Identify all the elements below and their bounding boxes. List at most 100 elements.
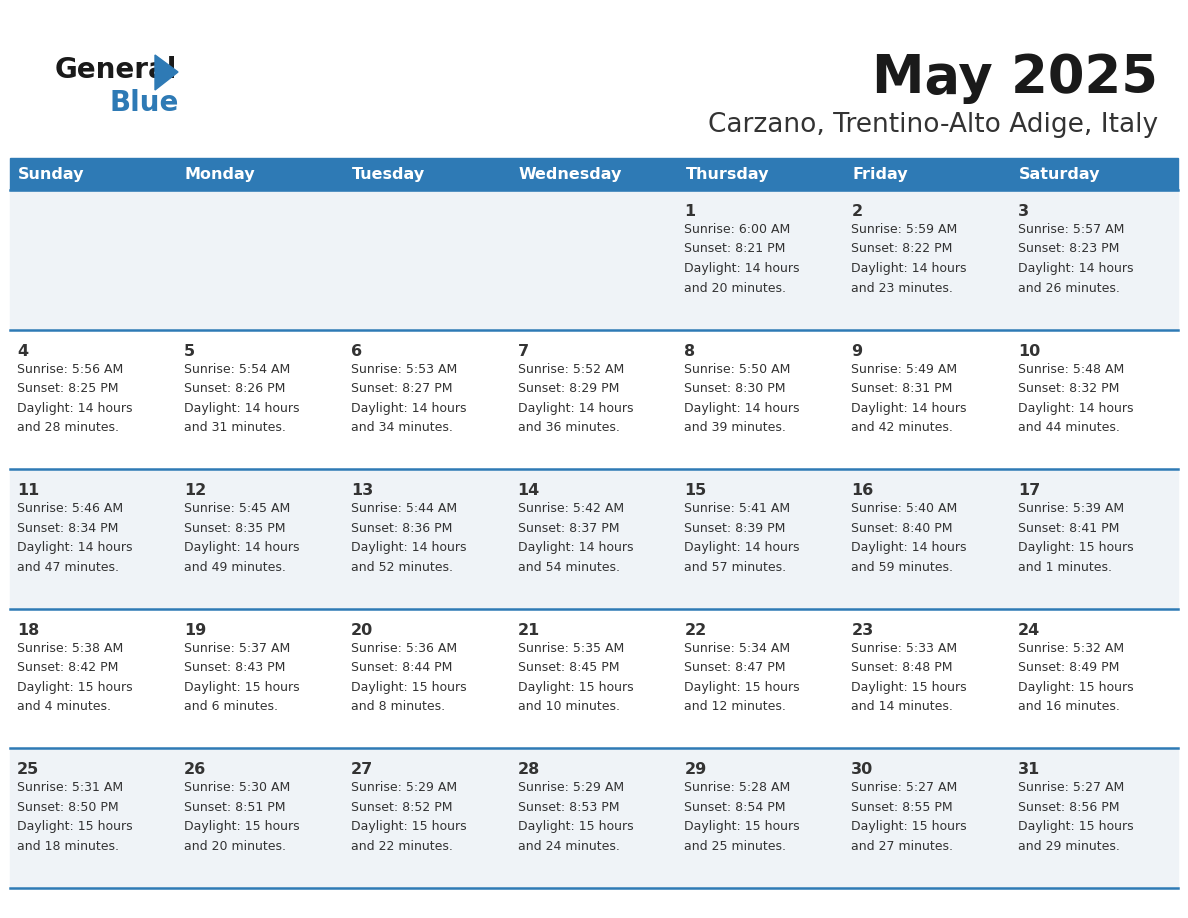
Text: and 8 minutes.: and 8 minutes. xyxy=(350,700,444,713)
Text: 10: 10 xyxy=(1018,343,1041,359)
Text: Daylight: 14 hours: Daylight: 14 hours xyxy=(184,401,299,415)
Text: and 25 minutes.: and 25 minutes. xyxy=(684,840,786,853)
Text: 7: 7 xyxy=(518,343,529,359)
Text: Daylight: 15 hours: Daylight: 15 hours xyxy=(518,821,633,834)
Text: Sunrise: 5:32 AM: Sunrise: 5:32 AM xyxy=(1018,642,1124,655)
Text: Sunset: 8:35 PM: Sunset: 8:35 PM xyxy=(184,521,285,534)
Bar xyxy=(10,190,1178,330)
Text: and 39 minutes.: and 39 minutes. xyxy=(684,421,786,434)
Text: Sunset: 8:43 PM: Sunset: 8:43 PM xyxy=(184,661,285,675)
Text: Sunrise: 5:29 AM: Sunrise: 5:29 AM xyxy=(518,781,624,794)
Bar xyxy=(10,158,1178,190)
Text: 23: 23 xyxy=(852,622,873,638)
Text: Sunset: 8:40 PM: Sunset: 8:40 PM xyxy=(852,521,953,534)
Text: Sunrise: 5:41 AM: Sunrise: 5:41 AM xyxy=(684,502,790,515)
Text: Sunset: 8:49 PM: Sunset: 8:49 PM xyxy=(1018,661,1119,675)
Text: Sunset: 8:47 PM: Sunset: 8:47 PM xyxy=(684,661,786,675)
Text: Sunset: 8:23 PM: Sunset: 8:23 PM xyxy=(1018,242,1119,255)
Text: Sunrise: 5:50 AM: Sunrise: 5:50 AM xyxy=(684,363,791,375)
Text: 17: 17 xyxy=(1018,483,1041,498)
Text: General: General xyxy=(55,56,177,84)
Text: 4: 4 xyxy=(17,343,29,359)
Bar xyxy=(10,469,1178,609)
Text: 20: 20 xyxy=(350,622,373,638)
Text: Sunrise: 5:34 AM: Sunrise: 5:34 AM xyxy=(684,642,790,655)
Text: 8: 8 xyxy=(684,343,695,359)
Text: and 52 minutes.: and 52 minutes. xyxy=(350,561,453,574)
Text: Daylight: 15 hours: Daylight: 15 hours xyxy=(184,821,299,834)
Text: Sunrise: 5:59 AM: Sunrise: 5:59 AM xyxy=(852,223,958,236)
Text: and 54 minutes.: and 54 minutes. xyxy=(518,561,620,574)
Text: Daylight: 14 hours: Daylight: 14 hours xyxy=(1018,262,1133,275)
Text: Carzano, Trentino-Alto Adige, Italy: Carzano, Trentino-Alto Adige, Italy xyxy=(708,112,1158,138)
Text: 29: 29 xyxy=(684,763,707,778)
Text: and 28 minutes.: and 28 minutes. xyxy=(17,421,119,434)
Text: 30: 30 xyxy=(852,763,873,778)
Text: Thursday: Thursday xyxy=(685,166,769,182)
Text: and 36 minutes.: and 36 minutes. xyxy=(518,421,619,434)
Text: Sunrise: 5:38 AM: Sunrise: 5:38 AM xyxy=(17,642,124,655)
Text: Sunrise: 5:33 AM: Sunrise: 5:33 AM xyxy=(852,642,958,655)
Text: Sunset: 8:48 PM: Sunset: 8:48 PM xyxy=(852,661,953,675)
Text: Sunrise: 5:29 AM: Sunrise: 5:29 AM xyxy=(350,781,457,794)
Text: and 1 minutes.: and 1 minutes. xyxy=(1018,561,1112,574)
Text: Blue: Blue xyxy=(110,89,179,117)
Text: Sunset: 8:25 PM: Sunset: 8:25 PM xyxy=(17,382,119,395)
Text: May 2025: May 2025 xyxy=(872,52,1158,104)
Text: Sunset: 8:21 PM: Sunset: 8:21 PM xyxy=(684,242,785,255)
Text: and 29 minutes.: and 29 minutes. xyxy=(1018,840,1120,853)
Text: Sunrise: 5:30 AM: Sunrise: 5:30 AM xyxy=(184,781,290,794)
Text: Sunrise: 5:27 AM: Sunrise: 5:27 AM xyxy=(1018,781,1124,794)
Text: Daylight: 14 hours: Daylight: 14 hours xyxy=(684,401,800,415)
Text: Sunset: 8:36 PM: Sunset: 8:36 PM xyxy=(350,521,453,534)
Text: 1: 1 xyxy=(684,204,695,219)
Bar xyxy=(10,330,1178,469)
Text: 9: 9 xyxy=(852,343,862,359)
Text: Sunrise: 5:27 AM: Sunrise: 5:27 AM xyxy=(852,781,958,794)
Text: Sunset: 8:26 PM: Sunset: 8:26 PM xyxy=(184,382,285,395)
Text: Daylight: 15 hours: Daylight: 15 hours xyxy=(184,681,299,694)
Text: Sunset: 8:29 PM: Sunset: 8:29 PM xyxy=(518,382,619,395)
Text: 31: 31 xyxy=(1018,763,1041,778)
Text: Daylight: 14 hours: Daylight: 14 hours xyxy=(852,542,967,554)
Text: Sunset: 8:45 PM: Sunset: 8:45 PM xyxy=(518,661,619,675)
Bar xyxy=(10,748,1178,888)
Text: Sunrise: 6:00 AM: Sunrise: 6:00 AM xyxy=(684,223,791,236)
Text: and 47 minutes.: and 47 minutes. xyxy=(17,561,119,574)
Text: and 20 minutes.: and 20 minutes. xyxy=(184,840,286,853)
Text: and 49 minutes.: and 49 minutes. xyxy=(184,561,286,574)
Text: Daylight: 14 hours: Daylight: 14 hours xyxy=(1018,401,1133,415)
Text: 24: 24 xyxy=(1018,622,1041,638)
Text: Sunrise: 5:37 AM: Sunrise: 5:37 AM xyxy=(184,642,290,655)
Text: Sunrise: 5:52 AM: Sunrise: 5:52 AM xyxy=(518,363,624,375)
Text: Sunset: 8:30 PM: Sunset: 8:30 PM xyxy=(684,382,786,395)
Text: 3: 3 xyxy=(1018,204,1029,219)
Text: Daylight: 14 hours: Daylight: 14 hours xyxy=(518,542,633,554)
Text: and 31 minutes.: and 31 minutes. xyxy=(184,421,286,434)
Text: and 27 minutes.: and 27 minutes. xyxy=(852,840,953,853)
Text: and 42 minutes.: and 42 minutes. xyxy=(852,421,953,434)
Text: Saturday: Saturday xyxy=(1019,166,1100,182)
Text: and 10 minutes.: and 10 minutes. xyxy=(518,700,620,713)
Text: Daylight: 14 hours: Daylight: 14 hours xyxy=(350,401,466,415)
Text: and 4 minutes.: and 4 minutes. xyxy=(17,700,110,713)
Text: Daylight: 15 hours: Daylight: 15 hours xyxy=(350,681,467,694)
Text: Daylight: 14 hours: Daylight: 14 hours xyxy=(684,262,800,275)
Text: 2: 2 xyxy=(852,204,862,219)
Text: Daylight: 15 hours: Daylight: 15 hours xyxy=(17,821,133,834)
Text: Sunset: 8:41 PM: Sunset: 8:41 PM xyxy=(1018,521,1119,534)
Text: and 20 minutes.: and 20 minutes. xyxy=(684,282,786,295)
Text: 28: 28 xyxy=(518,763,539,778)
Text: and 24 minutes.: and 24 minutes. xyxy=(518,840,619,853)
Text: and 59 minutes.: and 59 minutes. xyxy=(852,561,953,574)
Text: Sunrise: 5:28 AM: Sunrise: 5:28 AM xyxy=(684,781,791,794)
Text: Daylight: 14 hours: Daylight: 14 hours xyxy=(17,401,133,415)
Text: Sunrise: 5:56 AM: Sunrise: 5:56 AM xyxy=(17,363,124,375)
Text: Sunrise: 5:42 AM: Sunrise: 5:42 AM xyxy=(518,502,624,515)
Text: Sunset: 8:54 PM: Sunset: 8:54 PM xyxy=(684,800,786,814)
Text: Sunset: 8:55 PM: Sunset: 8:55 PM xyxy=(852,800,953,814)
Text: Sunset: 8:37 PM: Sunset: 8:37 PM xyxy=(518,521,619,534)
Text: Sunset: 8:51 PM: Sunset: 8:51 PM xyxy=(184,800,285,814)
Text: Daylight: 15 hours: Daylight: 15 hours xyxy=(684,821,800,834)
Text: Daylight: 15 hours: Daylight: 15 hours xyxy=(1018,542,1133,554)
